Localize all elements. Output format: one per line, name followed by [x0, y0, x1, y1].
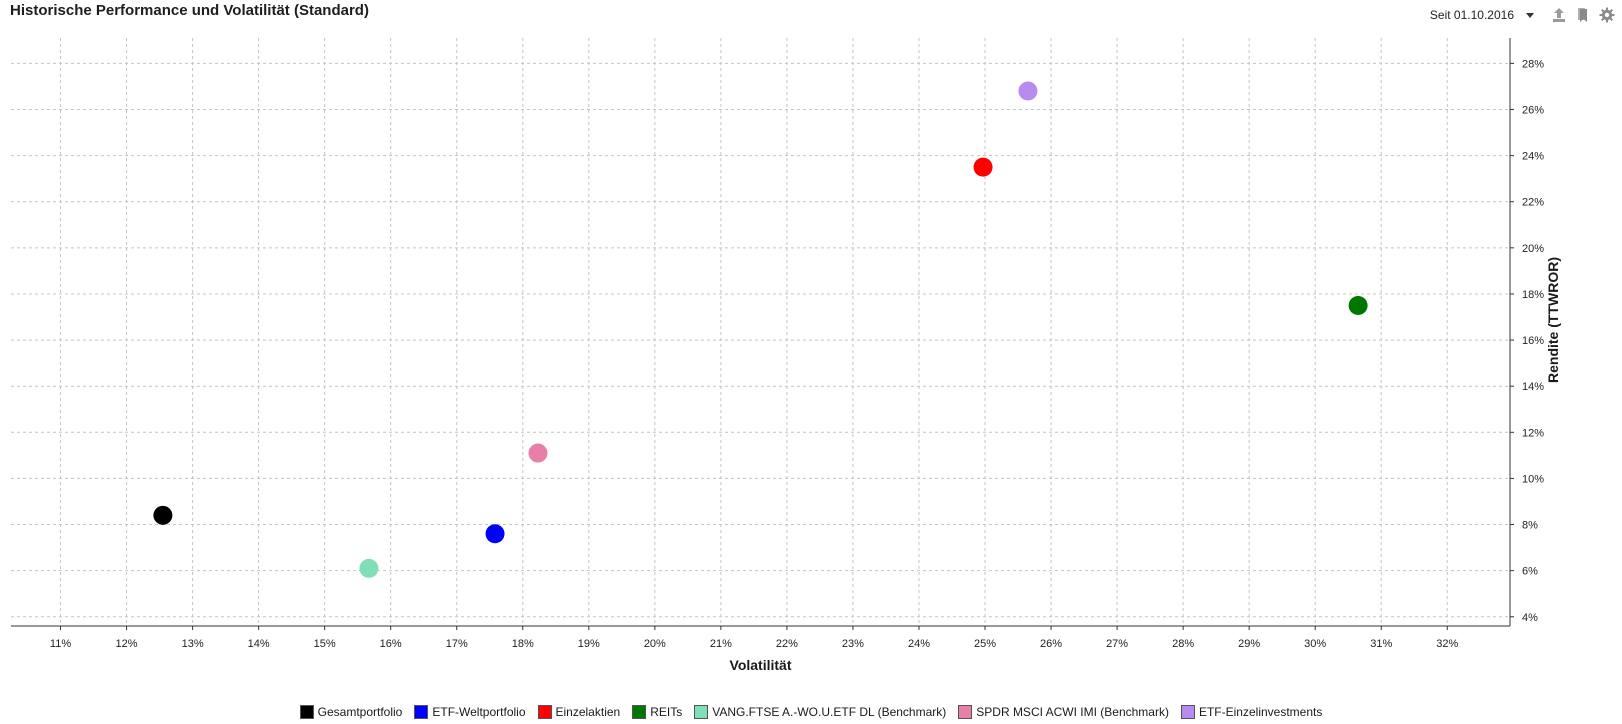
- legend-swatch: [632, 705, 647, 719]
- x-tick-label: 27%: [1106, 638, 1128, 650]
- data-point-gesamtportfolio[interactable]: [153, 505, 173, 525]
- x-tick-label: 17%: [446, 638, 468, 650]
- period-label: Seit 01.10.2016: [1429, 8, 1514, 22]
- scatter-chart: 11% 12% 13% 14% 15% 16% 17% 18% 19% 20% 21% 22% 23% 2…: [11, 38, 1561, 673]
- gear-icon[interactable]: [1598, 5, 1616, 25]
- x-tick-label: 20%: [644, 638, 666, 650]
- x-tick-label: 32%: [1436, 638, 1458, 650]
- legend-item[interactable]: SPDR MSCI ACWI IMI (Benchmark): [958, 705, 1169, 719]
- dropdown-arrow-icon[interactable]: [1526, 12, 1534, 18]
- legend-label: ETF-Einzelinvestments: [1198, 705, 1323, 719]
- y-tick-label: 10%: [1522, 473, 1544, 485]
- x-tick-label: 23%: [842, 638, 864, 650]
- y-tick-label: 22%: [1522, 197, 1544, 209]
- data-point-reits[interactable]: [1348, 295, 1368, 315]
- legend-swatch: [537, 705, 552, 719]
- y-tick-label: 14%: [1522, 381, 1544, 393]
- export-icon[interactable]: [1550, 5, 1568, 25]
- legend-swatch: [1180, 705, 1195, 719]
- x-tick-label: 19%: [578, 638, 600, 650]
- legend-item[interactable]: Gesamtportfolio: [299, 705, 403, 719]
- x-tick-label: 22%: [776, 638, 798, 650]
- x-tick-label: 31%: [1370, 638, 1392, 650]
- legend-label: Gesamtportfolio: [317, 705, 403, 719]
- legend-swatch: [958, 705, 973, 719]
- legend-label: SPDR MSCI ACWI IMI (Benchmark): [976, 705, 1169, 719]
- y-tick-label: 28%: [1522, 58, 1544, 70]
- y-tick-label: 18%: [1522, 289, 1544, 301]
- data-point-vang-ftse-a-wo-u-etf-dl-benchmark[interactable]: [359, 558, 379, 578]
- chart-toolbar: Seit 01.10.2016: [1430, 3, 1616, 27]
- x-tick-label: 26%: [1040, 638, 1062, 650]
- chart-legend: Gesamtportfolio ETF-Weltportfolio Einzelak…: [0, 703, 1622, 721]
- x-tick-label: 30%: [1304, 638, 1326, 650]
- x-tick-label: 15%: [314, 638, 336, 650]
- x-tick-label: 25%: [974, 638, 996, 650]
- y-tick-label: 4%: [1522, 612, 1538, 624]
- legend-label: VANG.FTSE A.-WO.U.ETF DL (Benchmark): [712, 705, 947, 719]
- data-point-etf-weltportfolio[interactable]: [485, 524, 505, 544]
- x-tick-label: 24%: [908, 638, 930, 650]
- y-tick-label: 24%: [1522, 151, 1544, 163]
- y-tick-label: 26%: [1522, 104, 1544, 116]
- legend-swatch: [694, 705, 709, 719]
- data-point-etf-einzelinvestments[interactable]: [1018, 81, 1038, 101]
- x-tick-label: 21%: [710, 638, 732, 650]
- y-tick-label: 20%: [1522, 243, 1544, 255]
- legend-item[interactable]: ETF-Weltportfolio: [414, 705, 526, 719]
- legend-label: Einzelaktien: [555, 705, 621, 719]
- x-tick-label: 14%: [248, 638, 270, 650]
- legend-label: ETF-Weltportfolio: [432, 705, 526, 719]
- legend-label: REITs: [650, 705, 683, 719]
- x-tick-label: 11%: [50, 638, 71, 650]
- x-tick-label: 28%: [1172, 638, 1194, 650]
- chart-title: Historische Performance und Volatilität …: [10, 2, 369, 19]
- legend-swatch: [414, 705, 429, 719]
- y-tick-label: 8%: [1522, 520, 1538, 532]
- x-axis-title: Volatilität: [730, 657, 792, 673]
- y-axis-title: Rendite (TTWROR): [1545, 257, 1561, 383]
- data-point-einzelaktien[interactable]: [973, 157, 993, 177]
- y-tick-label: 6%: [1522, 566, 1538, 578]
- y-tick-label: 16%: [1522, 335, 1544, 347]
- legend-item[interactable]: REITs: [632, 705, 682, 719]
- y-tick-label: 12%: [1522, 427, 1544, 439]
- legend-item[interactable]: VANG.FTSE A.-WO.U.ETF DL (Benchmark): [694, 705, 946, 719]
- x-tick-label: 29%: [1238, 638, 1260, 650]
- x-tick-label: 12%: [116, 638, 138, 650]
- legend-item[interactable]: Einzelaktien: [537, 705, 621, 719]
- x-tick-label: 18%: [512, 638, 534, 650]
- legend-item[interactable]: ETF-Einzelinvestments: [1180, 705, 1323, 719]
- bookmark-icon[interactable]: [1574, 5, 1592, 25]
- x-tick-label: 16%: [380, 638, 402, 650]
- x-tick-label: 13%: [182, 638, 204, 650]
- legend-swatch: [299, 705, 314, 719]
- data-point-spdr-msci-acwi-imi-benchmark[interactable]: [528, 443, 548, 463]
